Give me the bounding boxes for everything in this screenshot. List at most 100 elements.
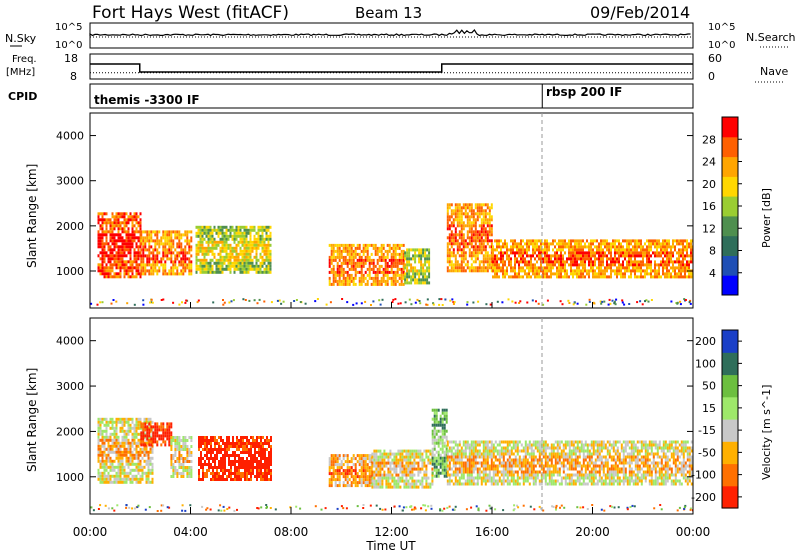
velocity-cell xyxy=(131,426,134,430)
power-cell xyxy=(680,275,682,279)
power-cell xyxy=(184,263,187,267)
power-cell xyxy=(231,246,234,250)
velocity-cell xyxy=(144,443,147,447)
power-cell xyxy=(620,245,622,249)
power-speckle xyxy=(432,303,435,306)
power-cell xyxy=(127,272,130,276)
power-cell xyxy=(241,255,244,259)
power-cell xyxy=(518,266,520,270)
velocity-cell xyxy=(379,479,382,483)
power-cell xyxy=(606,242,608,246)
velocity-cell xyxy=(230,442,232,445)
power-cell xyxy=(223,258,226,262)
power-cell xyxy=(166,257,169,261)
velocity-cell xyxy=(368,481,371,485)
power-cell xyxy=(135,230,138,234)
velocity-cell xyxy=(212,457,214,460)
power-cell xyxy=(498,251,500,255)
power-cell xyxy=(568,257,570,261)
power-cell xyxy=(368,276,371,280)
power-cell xyxy=(570,251,572,255)
power-cell xyxy=(160,242,163,246)
power-cell xyxy=(340,273,343,277)
power-speckle xyxy=(600,302,603,305)
velocity-cell xyxy=(218,445,220,448)
power-cell xyxy=(390,261,393,265)
velocity-cell xyxy=(144,425,147,429)
power-cell xyxy=(516,248,518,252)
velocity-cell xyxy=(198,436,200,439)
velocity-heatmap xyxy=(90,408,693,512)
power-cell xyxy=(241,258,244,262)
power-cell xyxy=(556,257,558,261)
power-cell xyxy=(109,254,112,258)
velocity-cell xyxy=(270,460,272,463)
velocity-cell xyxy=(131,477,134,481)
velocity-cell xyxy=(141,471,144,475)
power-cell xyxy=(168,248,171,252)
power-cell xyxy=(622,263,624,267)
power-cell xyxy=(235,258,238,262)
power-cell xyxy=(241,231,244,235)
power-cell xyxy=(448,239,451,243)
power-cell xyxy=(576,263,578,267)
velocity-cell xyxy=(350,472,353,476)
velocity-cell xyxy=(147,426,150,430)
power-cell xyxy=(398,282,401,286)
power-cell xyxy=(374,273,377,277)
power-cell xyxy=(101,245,104,249)
power-cell xyxy=(394,252,397,256)
power-cell xyxy=(480,212,483,216)
power-cell xyxy=(482,266,485,270)
power-cell xyxy=(213,228,216,232)
power-cell xyxy=(448,248,451,252)
power-cell xyxy=(394,273,397,277)
power-cell xyxy=(384,258,387,262)
velocity-cell xyxy=(366,466,369,470)
power-cell xyxy=(578,251,580,255)
power-cell xyxy=(576,269,578,273)
velocity-cell xyxy=(103,435,106,439)
power-cell xyxy=(408,251,411,255)
power-cell xyxy=(456,239,459,243)
power-cell xyxy=(249,249,252,253)
power-cell xyxy=(574,245,576,249)
power-cell xyxy=(488,260,491,264)
velocity-cell xyxy=(373,452,376,456)
power-cell xyxy=(123,272,126,276)
velocity-cell xyxy=(348,478,351,482)
power-cell xyxy=(180,245,183,249)
velocity-cell xyxy=(107,447,110,451)
power-cell xyxy=(388,270,391,274)
velocity-cell xyxy=(268,445,270,448)
power-cell xyxy=(594,245,596,249)
power-cell xyxy=(604,251,606,255)
power-cell xyxy=(588,263,590,267)
power-cell xyxy=(404,263,407,267)
power-cell xyxy=(146,263,149,267)
power-cell xyxy=(123,212,126,216)
power-cell xyxy=(478,260,481,264)
power-cell xyxy=(686,260,688,264)
power-cell xyxy=(150,269,153,273)
power-cell xyxy=(213,246,216,250)
power-cell xyxy=(464,209,467,213)
power-cell xyxy=(634,242,636,246)
power-colorbar-label: Power [dB] xyxy=(760,188,773,248)
power-cell xyxy=(211,234,214,238)
power-cell xyxy=(616,239,618,243)
velocity-cell xyxy=(344,472,347,476)
velocity-cell xyxy=(154,437,157,441)
power-cell xyxy=(536,269,538,273)
power-cell xyxy=(622,260,624,264)
power-cell xyxy=(472,221,475,225)
power-cell xyxy=(384,249,387,253)
power-cell xyxy=(257,243,260,247)
velocity-cell xyxy=(127,420,130,424)
velocity-cell xyxy=(182,436,185,439)
velocity-cell xyxy=(270,463,272,466)
power-cell xyxy=(510,257,512,261)
power-cell xyxy=(638,260,640,264)
power-cell xyxy=(404,266,407,270)
power-speckle xyxy=(101,301,104,304)
